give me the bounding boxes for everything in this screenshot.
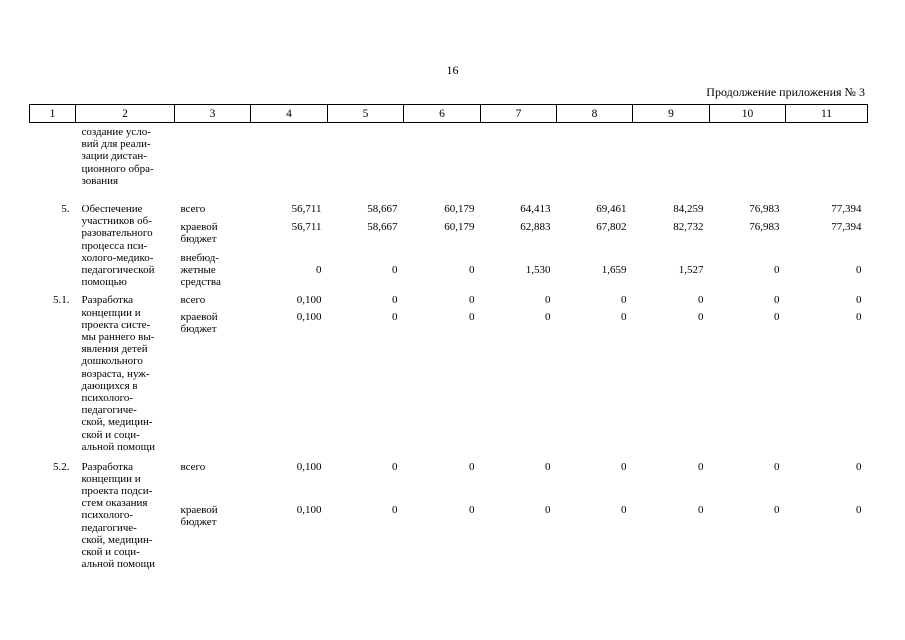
funding-table: 1 2 3 4 5 6 7 8 9 10 11 создание усло- в… xyxy=(29,104,868,570)
value-cell: 56,711 xyxy=(291,221,322,234)
value-cell: 0 xyxy=(392,460,398,473)
table-row: внебюд- жетные средства 0 0 0 1,530 1,65… xyxy=(30,246,868,289)
value-cell: 56,711 xyxy=(291,203,322,216)
value-cell: 0 xyxy=(774,263,780,276)
value-cell: 69,461 xyxy=(596,203,627,216)
value-cell: 0 xyxy=(545,460,551,473)
funding-source: всего xyxy=(180,203,206,216)
column-header: 3 xyxy=(174,104,251,123)
column-header: 5 xyxy=(327,104,404,123)
value-cell: 1,530 xyxy=(525,263,551,276)
column-header: 9 xyxy=(632,104,710,123)
table-row: 5.1. Разработка концепции и проекта сист… xyxy=(30,288,868,452)
value-cell: 0 xyxy=(392,294,398,307)
value-cell: 0 xyxy=(469,310,475,323)
row-index: 5.1. xyxy=(53,294,70,307)
table-row: 5.2. Разработка концепции и проекта подс… xyxy=(30,455,868,571)
value-cell: 77,394 xyxy=(831,203,862,216)
column-header-row: 1 2 3 4 5 6 7 8 9 10 11 xyxy=(29,104,868,123)
value-cell: 0 xyxy=(545,503,551,516)
value-cell: 0 xyxy=(698,503,704,516)
value-cell: 0 xyxy=(856,460,862,473)
funding-source: краевой бюджет xyxy=(180,221,218,246)
value-cell: 0 xyxy=(316,263,322,276)
table-row: краевой бюджет 0,100 0 0 0 0 0 0 0 xyxy=(30,500,868,571)
table-row: краевой бюджет 0,100 0 0 0 0 0 0 0 xyxy=(30,307,868,455)
funding-source: краевой бюджет xyxy=(180,310,218,335)
value-cell: 0 xyxy=(774,503,780,516)
funding-source: внебюд- жетные средства xyxy=(180,251,221,289)
value-cell: 0 xyxy=(392,503,398,516)
continued-text: создание усло- вий для реали- зации дист… xyxy=(81,126,154,187)
column-header: 10 xyxy=(709,104,786,123)
value-cell: 76,983 xyxy=(749,221,780,234)
value-cell: 58,667 xyxy=(367,221,398,234)
value-cell: 0 xyxy=(774,310,780,323)
value-cell: 0 xyxy=(621,503,627,516)
column-header: 8 xyxy=(556,104,633,123)
value-cell: 60,179 xyxy=(444,203,475,216)
value-cell: 60,179 xyxy=(444,221,475,234)
value-cell: 77,394 xyxy=(831,221,862,234)
table-row: создание усло- вий для реали- зации дист… xyxy=(30,123,868,192)
value-cell: 0 xyxy=(856,310,862,323)
value-cell: 62,883 xyxy=(520,221,551,234)
column-header: 2 xyxy=(75,104,175,123)
value-cell: 84,259 xyxy=(673,203,704,216)
row-index: 5. xyxy=(61,203,70,216)
column-header: 6 xyxy=(403,104,481,123)
row-name: Обеспечение участников об- разовательног… xyxy=(81,203,155,289)
value-cell: 1,659 xyxy=(601,263,627,276)
value-cell: 0,100 xyxy=(296,310,322,323)
value-cell: 0 xyxy=(621,460,627,473)
value-cell: 0 xyxy=(392,310,398,323)
row-name: Разработка концепции и проекта систе- мы… xyxy=(81,294,156,453)
value-cell: 1,527 xyxy=(678,263,704,276)
value-cell: 76,983 xyxy=(749,203,780,216)
value-cell: 0 xyxy=(469,460,475,473)
table-row: 5. Обеспечение участников об- разователь… xyxy=(30,191,868,288)
value-cell: 0 xyxy=(469,263,475,276)
value-cell: 0 xyxy=(392,263,398,276)
page-number: 16 xyxy=(446,63,459,77)
column-header: 1 xyxy=(29,104,76,123)
funding-source: всего xyxy=(180,294,206,307)
value-cell: 0 xyxy=(621,294,627,307)
value-cell: 0 xyxy=(856,503,862,516)
value-cell: 0 xyxy=(774,460,780,473)
row-index: 5.2. xyxy=(53,460,70,473)
value-cell: 0 xyxy=(774,294,780,307)
table-row: краевой бюджет 56,711 58,667 60,179 62,8… xyxy=(30,215,868,245)
value-cell: 0 xyxy=(698,294,704,307)
value-cell: 67,802 xyxy=(596,221,627,234)
value-cell: 0 xyxy=(545,310,551,323)
continuation-label: Продолжение приложения № 3 xyxy=(706,85,865,99)
value-cell: 0,100 xyxy=(296,294,322,307)
value-cell: 0 xyxy=(621,310,627,323)
column-header: 4 xyxy=(250,104,328,123)
funding-source: краевой бюджет xyxy=(180,503,218,529)
row-name: Разработка концепции и проекта подси- ст… xyxy=(81,460,156,571)
value-cell: 64,413 xyxy=(520,203,551,216)
column-header: 11 xyxy=(785,104,868,123)
value-cell: 0 xyxy=(856,294,862,307)
value-cell: 0,100 xyxy=(296,460,322,473)
value-cell: 58,667 xyxy=(367,203,398,216)
value-cell: 0 xyxy=(545,294,551,307)
value-cell: 0 xyxy=(469,503,475,516)
value-cell: 0 xyxy=(698,460,704,473)
funding-source: всего xyxy=(180,460,206,473)
column-header: 7 xyxy=(480,104,557,123)
value-cell: 0 xyxy=(469,294,475,307)
value-cell: 82,732 xyxy=(673,221,704,234)
value-cell: 0,100 xyxy=(296,503,322,516)
value-cell: 0 xyxy=(856,263,862,276)
value-cell: 0 xyxy=(698,310,704,323)
